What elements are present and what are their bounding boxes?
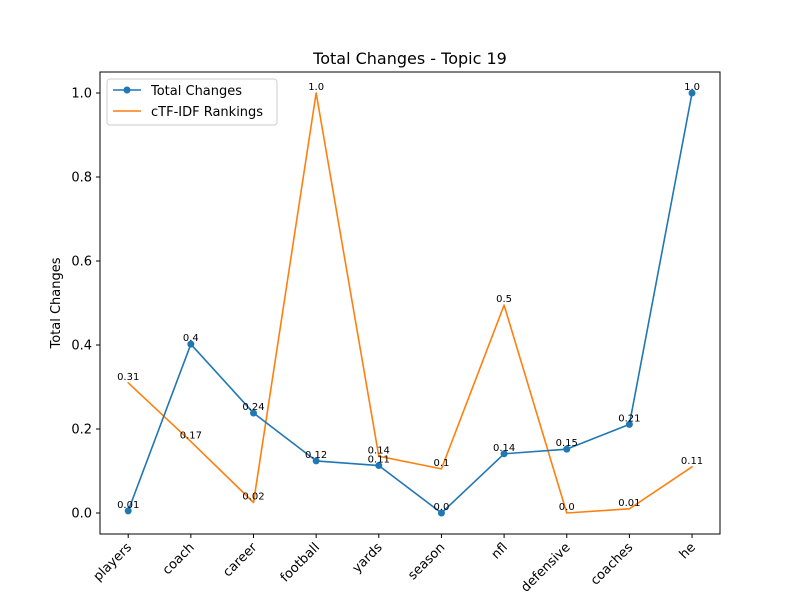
- data-label-ctfidf: 0.11: [681, 456, 703, 467]
- series-line-ctfidf: [127, 92, 693, 514]
- data-label-total-changes: 0.0: [433, 502, 449, 513]
- legend-total-changes-marker: [123, 86, 131, 94]
- y-tick-label: 0.4: [71, 339, 92, 354]
- y-axis-ticks: 0.0 0.2 0.4 0.6 0.8 1.0: [71, 87, 100, 522]
- data-label-ctfidf: 0.1: [433, 458, 449, 469]
- data-label-ctfidf: 0.14: [368, 445, 390, 456]
- data-label-total-changes: 0.11: [368, 455, 390, 466]
- data-label-ctfidf: 0.5: [496, 294, 512, 305]
- data-label-total-changes: 0.14: [493, 443, 515, 454]
- series-point-total-changes: [563, 445, 571, 453]
- data-label-layer: 0.01 0.4 0.24 0.12 0.11 0.0 0.14 0.15 0.21 1.0 0.3…: [117, 82, 703, 513]
- data-label-total-changes: 0.12: [305, 450, 327, 461]
- data-label-ctfidf: 0.02: [242, 492, 264, 503]
- y-tick-label: 0.0: [71, 507, 92, 522]
- legend-box: [106, 78, 278, 126]
- series-layer: [124, 89, 696, 517]
- y-tick-label: 1.0: [71, 87, 92, 102]
- legend: Total Changes cTF-IDF Rankings: [106, 78, 278, 126]
- data-label-total-changes: 0.21: [618, 413, 640, 424]
- series-point-total-changes: [500, 450, 508, 458]
- data-label-total-changes: 0.01: [117, 500, 139, 511]
- chart-title: Total Changes - Topic 19: [312, 49, 507, 68]
- data-label-total-changes: 1.0: [684, 82, 700, 93]
- y-tick-label: 0.6: [71, 255, 92, 270]
- plot-frame: [99, 71, 721, 535]
- y-tick-label: 0.2: [71, 423, 92, 438]
- series-point-total-changes: [437, 509, 445, 517]
- y-axis-label: Total Changes: [49, 257, 64, 349]
- data-label-total-changes: 0.4: [183, 333, 199, 344]
- data-label-ctfidf: 0.17: [180, 431, 202, 442]
- data-label-ctfidf: 0.0: [559, 502, 575, 513]
- y-tick-label: 0.8: [71, 171, 92, 186]
- data-label-total-changes: 0.24: [242, 402, 264, 413]
- series-line-total-changes: [127, 92, 693, 514]
- legend-ctfidf-label: cTF-IDF Rankings: [151, 105, 263, 120]
- series-point-total-changes: [124, 507, 132, 515]
- data-label-ctfidf: 0.31: [117, 372, 139, 383]
- data-label-ctfidf: 0.01: [618, 498, 640, 509]
- data-label-total-changes: 0.15: [556, 438, 578, 449]
- series-point-total-changes: [250, 409, 257, 417]
- data-label-ctfidf: 1.0: [308, 82, 324, 93]
- series-point-total-changes: [688, 89, 696, 97]
- series-point-total-changes: [375, 462, 383, 470]
- series-point-total-changes: [625, 420, 633, 428]
- series-point-total-changes: [312, 457, 320, 465]
- legend-total-changes-label: Total Changes: [150, 84, 242, 99]
- series-point-total-changes: [187, 340, 195, 348]
